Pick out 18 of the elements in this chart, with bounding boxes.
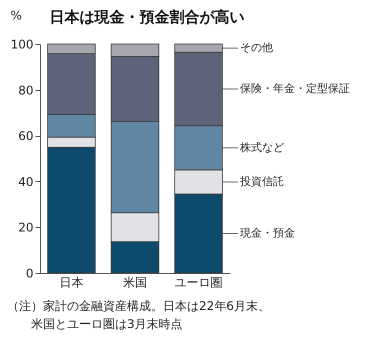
chart-title: 日本は現金・預金割合が高い	[50, 8, 244, 26]
legend-label: 現金・預金	[240, 226, 295, 240]
x-tick-label: 日本	[59, 276, 84, 290]
y-axis-title: %	[10, 8, 22, 22]
legend-label: 投資信託	[239, 174, 284, 188]
legend-label: 株式など	[239, 140, 284, 154]
legend-label: その他	[240, 41, 273, 54]
y-tick-label: 100	[10, 38, 34, 52]
y-tick-label: 60	[18, 129, 34, 144]
y-tick-label: 20	[18, 220, 34, 235]
legend-label: 保険・年金・定型保証	[240, 82, 350, 95]
y-tick-label: 40	[18, 174, 34, 189]
x-tick-label: 米国	[123, 276, 147, 290]
text: （注）家計の金融資産構成。日本は22年6月末、	[7, 299, 270, 313]
y-tick-label: 80	[18, 83, 34, 98]
x-tick-label: ユーロ圏	[174, 276, 223, 290]
text: 米国とユーロ圏は3月末時点	[31, 317, 183, 331]
y-tick-label: 0	[26, 266, 34, 280]
